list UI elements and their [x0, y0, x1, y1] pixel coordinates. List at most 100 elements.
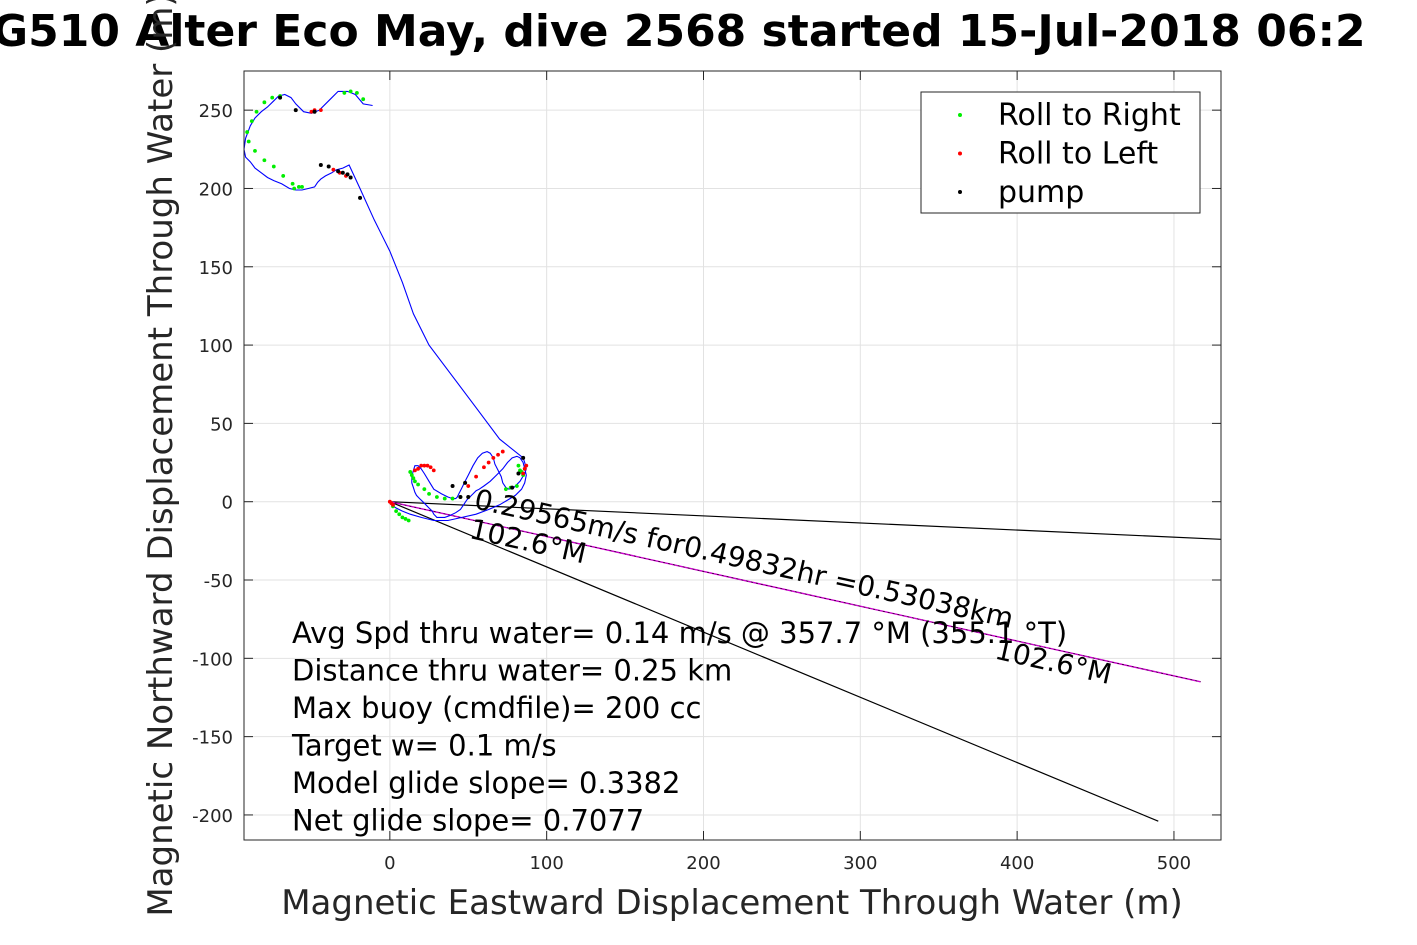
x-axis-label: Magnetic Eastward Displacement Through W…: [281, 883, 1183, 923]
roll-left-point: [474, 474, 478, 479]
roll-right-point: [514, 484, 519, 488]
roll-left-point: [309, 109, 314, 114]
roll-left-point: [391, 502, 395, 507]
stats-block: Avg Spd thru water= 0.14 m/s @ 357.7 °M …: [291, 616, 1067, 838]
roll-left-point: [522, 466, 527, 471]
roll-left-point: [425, 463, 430, 468]
data-layer: [244, 89, 1221, 822]
roll-right-point: [281, 174, 286, 178]
roll-right-point: [300, 184, 304, 189]
pump-point: [358, 195, 363, 200]
roll-right-point: [403, 517, 408, 521]
y-tick-label: 250: [199, 101, 233, 122]
pump-point: [463, 480, 468, 485]
x-tick-label: 0: [384, 853, 395, 874]
roll-left-point: [318, 108, 323, 113]
x-tick-label: 200: [686, 853, 720, 874]
pump-point: [293, 108, 298, 113]
pump-point: [450, 484, 455, 489]
roll-right-point: [245, 130, 250, 134]
legend-marker: [958, 113, 962, 117]
roll-left-point: [500, 449, 505, 454]
legend-marker: [958, 151, 962, 156]
pump-point: [348, 175, 353, 180]
roll-left-point: [416, 466, 420, 471]
roll-right-point: [503, 487, 508, 492]
roll-right-point: [397, 512, 402, 517]
legend-label: pump: [998, 175, 1084, 210]
roll-left-point: [331, 167, 336, 172]
pump-point: [345, 172, 350, 177]
roll-right-point: [442, 496, 447, 501]
roll-right-point: [408, 470, 413, 474]
x-tick-label: 100: [529, 853, 563, 874]
roll-right-point: [246, 139, 251, 144]
tick-marks: [244, 71, 1221, 840]
roll-left-point: [413, 468, 417, 473]
roll-right-point: [253, 148, 257, 153]
legend-box: [920, 91, 1201, 214]
x-tick-label: 300: [843, 853, 877, 874]
y-tick-label: 200: [199, 179, 233, 200]
roll-right-point: [249, 119, 254, 124]
roll-right-point: [271, 164, 276, 169]
y-tick-label: -200: [192, 806, 233, 827]
stat-line: Net glide slope= 0.7077: [292, 804, 644, 838]
roll-left-point: [422, 463, 427, 468]
legend-marker: [958, 190, 962, 194]
roll-right-point: [394, 509, 399, 513]
pump-point: [466, 495, 471, 500]
roll-right-point: [254, 109, 259, 114]
roll-right-point: [427, 491, 431, 496]
chart-title: G510 Alter Eco May, dive 2568 started 15…: [0, 6, 1366, 57]
pump-point: [326, 164, 331, 169]
pump-point: [340, 170, 345, 175]
pump-point: [516, 471, 521, 476]
x-tick-label: 500: [1157, 853, 1191, 874]
roll-left-point: [428, 465, 433, 470]
glide-line: [389, 501, 1159, 822]
stat-line: Max buoy (cmdfile)= 200 cc: [292, 691, 701, 725]
roll-right-point: [411, 476, 416, 481]
roll-left-point: [496, 452, 500, 457]
pump-point: [510, 485, 515, 490]
y-tick-label: 50: [210, 414, 233, 435]
roll-right-point: [434, 495, 439, 499]
roll-right-point: [296, 184, 301, 189]
plot-frame: [243, 70, 1222, 841]
roll-right-point: [342, 91, 347, 95]
roll-right-point: [290, 181, 295, 186]
y-tick-label: -50: [204, 571, 233, 592]
roll-right-point: [292, 186, 297, 191]
roll-left-point: [431, 468, 436, 473]
x-tick-label: 400: [1000, 853, 1034, 874]
roll-left-point: [524, 463, 529, 468]
roll-right-point: [348, 89, 353, 94]
stat-line: Distance thru water= 0.25 km: [292, 654, 732, 688]
y-tick-label: 150: [199, 258, 233, 279]
roll-left-point: [521, 471, 526, 476]
roll-right-point: [262, 100, 267, 105]
pump-point: [458, 495, 463, 500]
roll-right-point: [413, 479, 417, 484]
roll-left-point: [419, 463, 424, 468]
pump-point: [312, 109, 317, 114]
pump-point: [318, 162, 323, 167]
stat-line: Avg Spd thru water= 0.14 m/s @ 357.7 °M …: [292, 616, 1067, 650]
avg-speed-line-dots: [389, 501, 1201, 683]
roll-right-point: [270, 95, 275, 100]
tick-labels: 0 100 200 300 400 500 -200 -150 -100 -50 0 50 100 150…: [192, 101, 1191, 874]
y-tick-label: -100: [192, 649, 233, 670]
y-tick-label: -150: [192, 728, 233, 749]
pump-point: [336, 169, 341, 174]
roll-left-point: [466, 484, 471, 488]
y-tick-label: 100: [199, 336, 233, 357]
roll-left-point: [491, 455, 496, 460]
roll-right-point: [361, 97, 366, 102]
roll-right-point: [422, 487, 427, 492]
y-tick-label: 0: [222, 493, 233, 514]
grid: [244, 71, 1221, 840]
pump-point: [521, 455, 526, 460]
roll-right-point: [406, 518, 411, 523]
